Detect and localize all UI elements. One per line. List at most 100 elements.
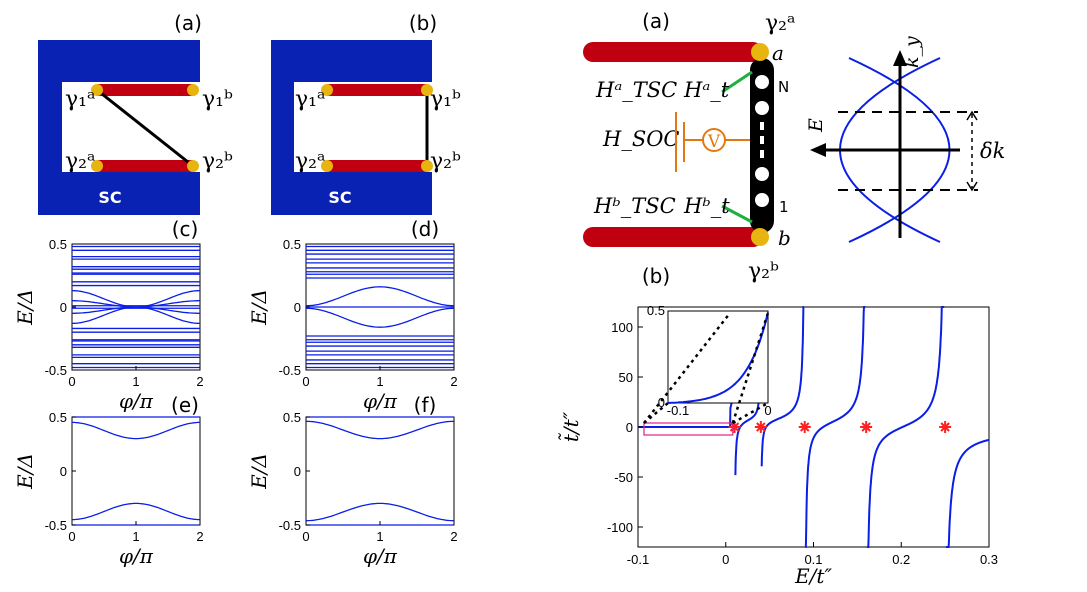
superconductor-a — [38, 40, 200, 215]
wire-top-a — [97, 84, 193, 96]
gamma-label: γ₁ᵃ — [65, 87, 95, 112]
zero-crossing-marker — [939, 421, 952, 433]
y-tick-label: 0.5 — [49, 237, 67, 252]
plot-frame — [305, 416, 455, 526]
panel-b-label: (b) — [409, 11, 437, 35]
plot-transmission: -0.1 00.50-0.1 0 0.1 0.2 0.3100500-50-100E/t″… — [557, 303, 998, 588]
andreev-bound-state-curve — [72, 306, 200, 314]
marker-stroke — [756, 422, 766, 432]
sc-label-a: SC — [98, 188, 121, 207]
sc-label-b: SC — [328, 188, 351, 207]
y-tick-label: 0 — [294, 464, 301, 479]
superconductor-b — [271, 40, 432, 215]
gamma-label: γ₁ᵃ — [295, 87, 325, 112]
wire-bottom-a — [97, 160, 193, 172]
H-soc-label: H_SOC — [602, 127, 679, 151]
gamma-label: γ₁ᵇ — [430, 87, 461, 112]
andreev-bound-state-curve — [306, 286, 454, 307]
ky-label: k_y — [901, 36, 923, 68]
inset-x-tick-label: -0.1 — [667, 403, 689, 418]
majorana-dot — [91, 160, 103, 172]
gamma-bottom-label: γ₂ᵇ — [748, 259, 779, 284]
panel-b: (b) SC γ₁ᵃ γ₁ᵇ γ₂ᵃ γ₂ᵇ — [271, 11, 461, 215]
x-tick-label: 2 — [450, 374, 457, 389]
site-N-label: N — [778, 78, 789, 96]
panel-a-label: (a) — [174, 11, 202, 35]
x-tick-label: 0 — [722, 552, 729, 567]
andreev-bound-state-curve — [71, 306, 201, 325]
y-axis-label: E/Δ — [13, 453, 37, 490]
delta-k-label: δk — [980, 139, 1005, 163]
y-tick-label: -0.5 — [279, 518, 301, 533]
y-tick-label: 50 — [619, 370, 633, 385]
tsc-wire-bottom — [583, 227, 763, 247]
e-axis-label: E — [805, 118, 827, 133]
majorana-dot — [187, 160, 199, 172]
x-tick-label: 1 — [376, 529, 383, 544]
plot-b-label: (b) — [642, 264, 670, 288]
tunnel-link-top — [721, 70, 753, 94]
marker-stroke — [940, 422, 950, 432]
schematic-right: (a) γ₂ᵃ a N 1 b γ₂ᵇ Hᵃ_TSC Hᵃ_t H_SOC Hᵇ… — [583, 9, 1005, 284]
andreev-bound-state-curve — [305, 420, 455, 440]
plot-frame — [71, 416, 201, 526]
x-tick-label: 0.2 — [892, 552, 910, 567]
y-tick-label: 0 — [294, 300, 301, 315]
inset-zoom-line — [643, 402, 669, 424]
gamma-top-label: γ₂ᵃ — [765, 11, 795, 36]
x-tick-label: 0 — [68, 374, 75, 389]
y-tick-label: 0 — [60, 300, 67, 315]
y-tick-label: -0.5 — [45, 363, 67, 378]
end-a-label: a — [772, 41, 784, 65]
inset-zoom-line — [643, 312, 731, 424]
y-axis-label: t̃/t″ — [557, 411, 583, 442]
x-tick-label: 2 — [450, 529, 457, 544]
inset-x-tick-label: 0 — [764, 403, 771, 418]
x-tick-label: 2 — [196, 529, 203, 544]
y-tick-label: 0.5 — [283, 237, 301, 252]
plot-e: (e) 0 1 20.50-0.5φ/πE/Δ — [13, 393, 204, 568]
majorana-dot — [321, 160, 333, 172]
x-tick-label: 1 — [132, 529, 139, 544]
y-axis-label: E/Δ — [13, 289, 37, 326]
majorana-dot — [751, 43, 769, 61]
x-tick-label: 0.1 — [804, 552, 822, 567]
majorana-dot — [421, 160, 433, 172]
panel-a: (a) SC γ₁ᵃ γ₁ᵇ γ₂ᵃ γ₂ᵇ — [38, 11, 233, 215]
quantum-dot — [755, 167, 769, 181]
y-tick-label: -50 — [614, 470, 633, 485]
zero-crossing-marker — [754, 421, 767, 433]
H-t-b-label: Hᵇ_t — [683, 194, 730, 218]
andreev-bound-state-curve — [305, 502, 455, 522]
plot-f: (f) 0 1 20.50-0.5φ/πE/Δ — [247, 393, 458, 568]
delta-k-arrowhead — [966, 181, 978, 192]
y-tick-label: 0 — [60, 464, 67, 479]
majorana-dot — [421, 84, 433, 96]
delta-k-arrowhead — [966, 110, 978, 121]
panel-e-label: (e) — [171, 393, 199, 417]
zero-crossing-marker — [798, 421, 811, 433]
panel-f-label: (f) — [414, 393, 437, 417]
quantum-dot — [755, 101, 769, 115]
inset-region-box — [643, 422, 734, 436]
voltage-symbol: V — [707, 132, 721, 152]
x-tick-label: 0 — [302, 374, 309, 389]
quantum-dot — [755, 75, 769, 89]
x-axis-label: φ/π — [119, 389, 154, 413]
x-axis-label: φ/π — [119, 544, 154, 568]
andreev-bound-state-curve — [72, 421, 200, 440]
marker-stroke — [729, 422, 740, 432]
x-tick-label: 2 — [196, 374, 203, 389]
y-axis-label: E/Δ — [247, 453, 271, 490]
inset-y-tick-label: 0 — [658, 395, 665, 410]
site-1-label: 1 — [779, 198, 789, 216]
marker-stroke — [800, 422, 810, 432]
x-tick-label: -0.1 — [627, 552, 649, 567]
y-tick-label: 0.5 — [283, 410, 301, 425]
y-tick-label: -0.5 — [45, 518, 67, 533]
H-tsc-b-label: Hᵇ_TSC — [593, 194, 676, 218]
andreev-bound-state-curve — [72, 502, 200, 521]
y-tick-label: -0.5 — [279, 363, 301, 378]
coupling-line-a — [96, 88, 194, 168]
